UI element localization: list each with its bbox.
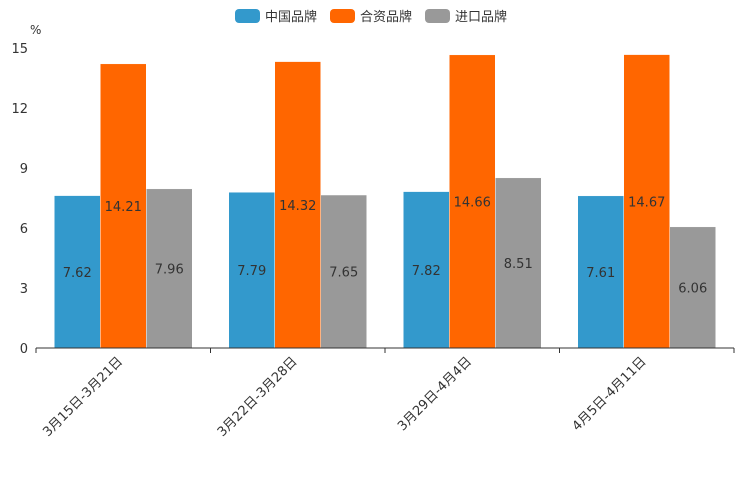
bar-2-2[interactable] (274, 61, 321, 349)
bar-4-1[interactable] (577, 195, 624, 349)
bar-2-1[interactable] (228, 191, 275, 349)
data-label-1-2: 14.21 (105, 200, 142, 215)
legend-swatch-3[interactable] (425, 9, 450, 23)
bar-3-2[interactable] (449, 54, 496, 349)
bars: 7.62 14.21 7.96 7.79 14.32 7.65 7.82 14.66 8.51 7… (54, 54, 716, 349)
bar-4-3[interactable] (669, 226, 716, 349)
y-tick-label: 15 (11, 42, 28, 57)
data-label-1-3: 7.96 (155, 262, 184, 277)
legend-label-3[interactable]: 进口品牌 (455, 9, 507, 25)
data-label-2-1: 7.79 (237, 264, 266, 279)
data-label-3-3: 8.51 (504, 257, 533, 272)
x-category-label: 3月15日-3月21日 (40, 354, 126, 440)
legend-label-2[interactable]: 合资品牌 (360, 9, 412, 25)
x-axis-ticks: 3月15日-3月21日 3月22日-3月28日 3月29日-4月4日 4月5日-4月1… (35, 348, 735, 440)
legend-label-1[interactable]: 中国品牌 (265, 9, 317, 25)
data-label-3-2: 14.66 (454, 195, 491, 210)
data-label-2-3: 7.65 (329, 266, 358, 281)
bar-2-3[interactable] (320, 194, 367, 349)
y-tick-label: 9 (20, 162, 28, 177)
data-label-4-2: 14.67 (628, 195, 665, 210)
legend-swatch-2[interactable] (330, 9, 355, 23)
y-axis-ticks: 0 3 6 9 12 15 (11, 42, 28, 357)
data-label-4-3: 6.06 (678, 281, 707, 296)
y-tick-label: 0 (20, 342, 28, 357)
y-tick-label: 6 (20, 222, 28, 237)
bar-1-2[interactable] (100, 63, 147, 349)
legend-swatch-1[interactable] (235, 9, 260, 23)
y-tick-label: 3 (20, 282, 28, 297)
data-label-3-1: 7.82 (412, 264, 441, 279)
y-tick-label: 12 (11, 102, 28, 117)
x-category-label: 3月29日-4月4日 (395, 354, 475, 434)
bar-1-1[interactable] (54, 195, 101, 349)
legend: 中国品牌 合资品牌 进口品牌 (235, 9, 507, 25)
bar-4-2[interactable] (623, 54, 670, 349)
bar-1-3[interactable] (146, 188, 193, 349)
data-label-2-2: 14.32 (279, 199, 316, 214)
x-category-label: 3月22日-3月28日 (215, 354, 301, 440)
data-label-1-1: 7.62 (63, 266, 92, 281)
y-axis-unit-label: % (30, 23, 41, 37)
data-label-4-1: 7.61 (586, 266, 615, 281)
x-category-label: 4月5日-4月11日 (570, 354, 650, 434)
